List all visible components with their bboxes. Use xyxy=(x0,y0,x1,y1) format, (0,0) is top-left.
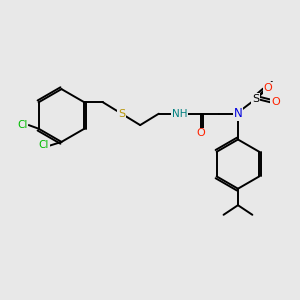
Text: Cl: Cl xyxy=(38,140,49,151)
Text: S: S xyxy=(118,109,125,119)
Text: NH: NH xyxy=(172,109,188,119)
Text: O: O xyxy=(264,83,272,93)
Text: Cl: Cl xyxy=(17,120,27,130)
Text: S: S xyxy=(252,94,259,104)
Text: O: O xyxy=(196,128,205,139)
Text: O: O xyxy=(271,97,280,107)
Text: N: N xyxy=(234,107,242,120)
